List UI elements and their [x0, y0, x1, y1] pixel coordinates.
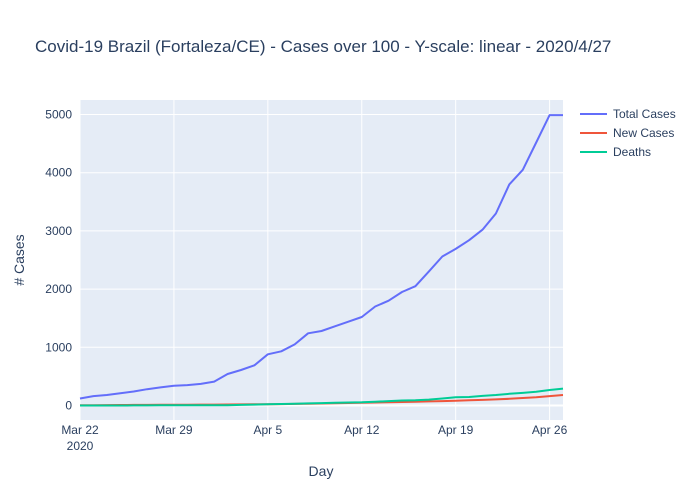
- series: [79, 114, 564, 407]
- x-tick-label: Apr 12: [344, 423, 380, 437]
- y-axis-title: # Cases: [11, 234, 27, 285]
- x-axis-title: Day: [309, 463, 334, 479]
- y-tick-label: 5000: [45, 108, 72, 122]
- x-tick-label: Apr 26: [532, 423, 568, 437]
- y-tick-label: 2000: [45, 282, 72, 296]
- y-tick-label: 4000: [45, 166, 72, 180]
- tick-labels: 0 1000 2000 3000 4000 5000 Mar 22 2020 Mar 29 Apr…: [45, 108, 567, 453]
- x-tick-label: Apr 19: [438, 423, 474, 437]
- series-line-deaths[interactable]: [80, 387, 564, 407]
- x-tick-label: Mar 29: [155, 423, 193, 437]
- x-tick-sublabel: 2020: [67, 439, 94, 453]
- chart-title: Covid-19 Brazil (Fortaleza/CE) - Cases o…: [35, 37, 611, 56]
- legend-label-total-cases[interactable]: Total Cases: [613, 107, 676, 121]
- y-tick-label: 3000: [45, 224, 72, 238]
- legend-label-deaths[interactable]: Deaths: [613, 145, 651, 159]
- legend[interactable]: Total Cases New Cases Deaths: [580, 107, 676, 159]
- y-tick-label: 0: [65, 398, 72, 412]
- x-tick-label: Apr 5: [253, 423, 282, 437]
- series-line-total-cases[interactable]: [79, 114, 563, 400]
- x-tick-label: Mar 22: [61, 423, 99, 437]
- grid: [79, 100, 563, 420]
- legend-label-new-cases[interactable]: New Cases: [613, 126, 674, 140]
- y-tick-label: 1000: [45, 340, 72, 354]
- plot-area: [80, 100, 563, 420]
